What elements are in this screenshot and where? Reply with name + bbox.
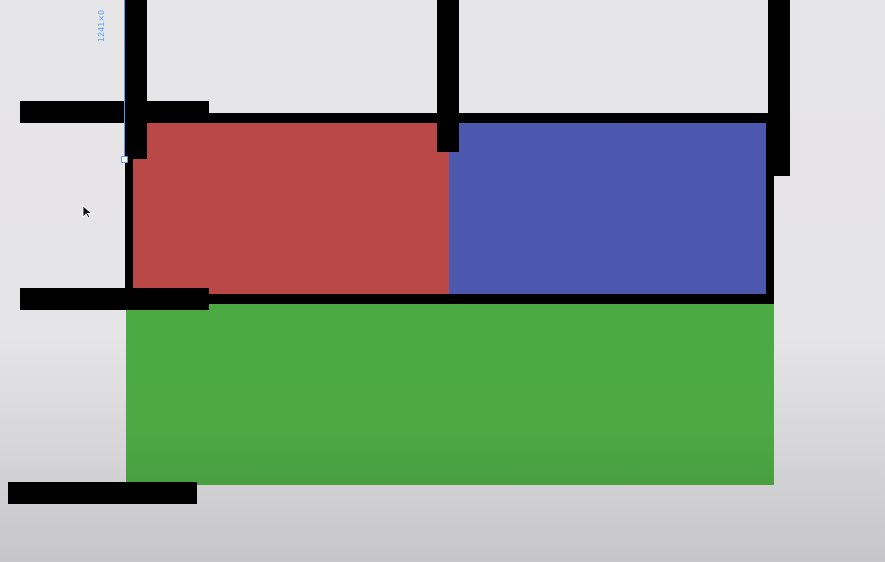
frame-border-left[interactable] [125,118,133,304]
horizontal-bar-top[interactable] [20,101,209,123]
blue-panel[interactable] [449,114,772,300]
horizontal-bar-middle[interactable] [20,288,209,310]
frame-border-right[interactable] [766,118,774,304]
vertical-bar-right[interactable] [768,0,790,176]
vertical-bar-center[interactable] [437,0,459,152]
guide-dimension-label: 1241×0 [97,9,106,42]
selection-guide-line[interactable] [124,0,125,160]
selection-handle[interactable] [121,156,128,163]
red-panel[interactable] [126,114,451,300]
frame-border-middle[interactable] [130,294,772,304]
horizontal-bar-bottom[interactable] [8,482,197,504]
vertical-bar-left[interactable] [125,0,147,159]
green-panel[interactable] [126,300,774,485]
mouse-pointer-icon [82,205,93,219]
